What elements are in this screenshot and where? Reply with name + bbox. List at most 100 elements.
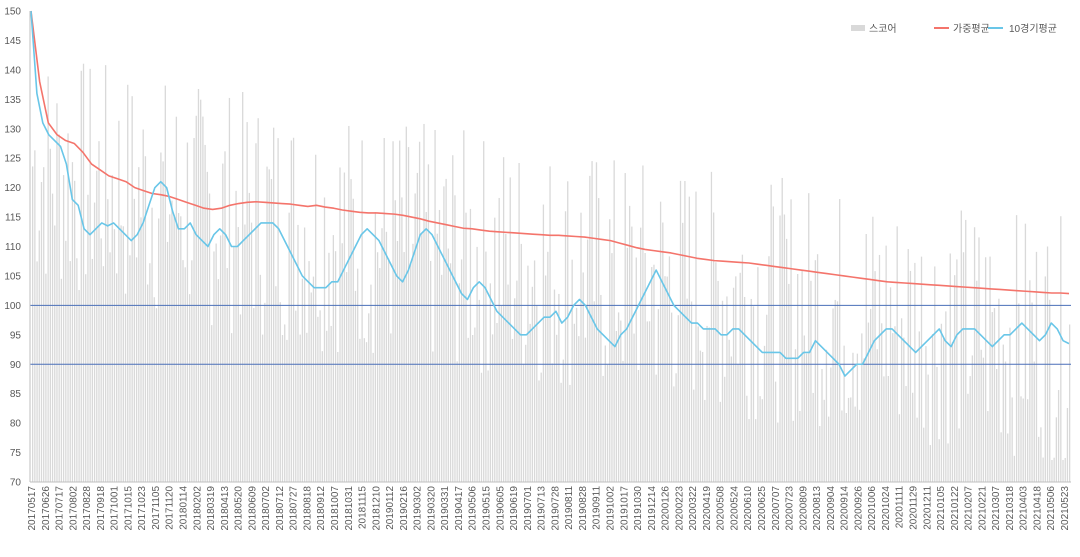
score-bar [896, 226, 898, 482]
score-bar [998, 298, 1000, 482]
score-bar [195, 115, 197, 482]
score-bar [1069, 324, 1071, 482]
score-bar [343, 172, 346, 483]
score-bar [931, 333, 934, 482]
score-bar [973, 227, 976, 482]
score-bar [914, 262, 916, 482]
score-bar [525, 344, 527, 482]
score-bar [823, 399, 825, 482]
y-tick-label: 105 [4, 271, 21, 282]
score-bar [839, 199, 841, 482]
score-bar [425, 212, 427, 482]
score-bar [814, 260, 817, 482]
score-bar [270, 178, 273, 483]
score-bar [827, 416, 830, 482]
score-bar [1022, 398, 1024, 482]
score-bar [496, 323, 498, 482]
score-bar [104, 65, 107, 482]
score-bar [520, 243, 522, 482]
score-bar [664, 276, 666, 482]
score-bar [653, 264, 655, 482]
score-bar [743, 296, 746, 482]
score-bar [721, 300, 724, 482]
score-bar [883, 376, 885, 482]
score-bar [772, 206, 775, 482]
x-tick-label: 20190417 [454, 486, 465, 531]
score-bar [620, 320, 622, 482]
x-tick-label: 20210105 [936, 486, 947, 531]
score-bar [144, 156, 147, 482]
score-bar [688, 196, 690, 482]
score-bar [987, 411, 989, 482]
x-tick-label: 20201211 [922, 486, 933, 530]
score-bar [253, 308, 255, 482]
score-bar [47, 76, 49, 482]
score-bar [942, 337, 945, 482]
score-bar [370, 284, 372, 482]
x-tick-label: 20170717 [55, 486, 66, 531]
score-bar [715, 262, 717, 482]
score-bar [323, 197, 326, 482]
x-tick-label: 20190515 [482, 486, 493, 531]
score-bar [706, 325, 708, 482]
score-bar [673, 386, 675, 482]
x-tick-label: 20190331 [440, 486, 451, 531]
score-bar [1007, 433, 1009, 482]
score-bar [536, 305, 538, 482]
score-bar [646, 321, 648, 482]
score-bar [903, 337, 905, 482]
score-bar [635, 257, 637, 482]
x-tick-label: 20201129 [909, 486, 920, 530]
score-bar [197, 89, 200, 482]
score-bar [755, 419, 757, 482]
score-bar [527, 265, 529, 482]
score-bar [671, 312, 673, 482]
score-bar [162, 161, 164, 482]
score-bar [248, 192, 250, 483]
score-bar [739, 272, 741, 482]
score-bar [204, 144, 206, 482]
score-bar [816, 254, 819, 482]
score-bar [350, 179, 352, 482]
score-bar [861, 333, 863, 482]
score-bar [352, 198, 354, 482]
score-bar [591, 161, 593, 482]
score-bar [507, 284, 509, 482]
score-bar [385, 231, 388, 482]
score-bar [396, 240, 399, 482]
score-bar [410, 263, 412, 482]
score-bar [259, 274, 262, 482]
score-bar [226, 268, 228, 482]
score-bar [485, 251, 487, 482]
score-bar [235, 190, 237, 483]
score-bar [690, 301, 693, 482]
score-bar [850, 397, 852, 482]
score-bar [1057, 390, 1060, 482]
score-bar [947, 443, 949, 482]
score-bar [494, 217, 496, 482]
x-tick-label: 20181031 [344, 486, 355, 531]
score-bar [273, 127, 275, 483]
legend-label: 스코어 [869, 23, 897, 35]
score-bar [100, 238, 102, 482]
x-tick-label: 20171105 [151, 486, 162, 530]
score-bar [264, 302, 266, 482]
score-bar [246, 122, 248, 482]
score-bar [1040, 427, 1042, 482]
score-bar [940, 323, 943, 482]
score-bar [56, 103, 58, 483]
legend-swatch-score [851, 25, 865, 31]
score-bar [967, 393, 969, 482]
score-bar [315, 154, 317, 483]
score-bar [69, 261, 71, 482]
score-bar [200, 99, 202, 483]
score-bar [595, 162, 598, 482]
score-bar [686, 298, 688, 482]
score-bar [250, 222, 253, 483]
x-tick-label: 20190828 [578, 486, 589, 531]
score-bar [602, 375, 604, 482]
y-tick-label: 125 [4, 154, 21, 165]
score-bar [414, 193, 416, 482]
score-bar [390, 333, 392, 482]
score-bar [111, 175, 113, 482]
